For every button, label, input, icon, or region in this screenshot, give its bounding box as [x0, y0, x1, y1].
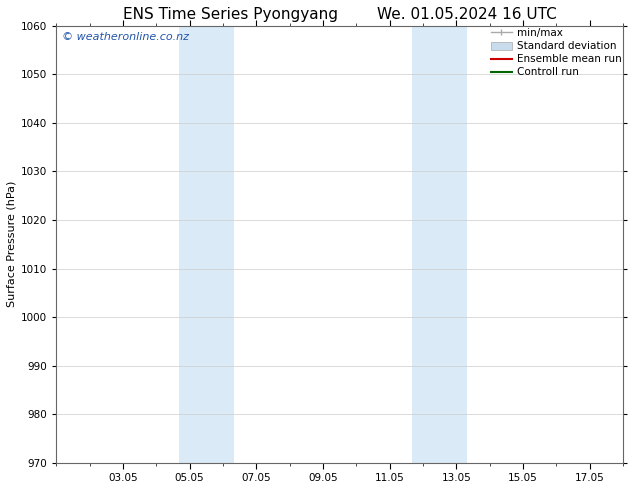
Title: ENS Time Series Pyongyang        We. 01.05.2024 16 UTC: ENS Time Series Pyongyang We. 01.05.2024… — [123, 7, 557, 22]
Text: © weatheronline.co.nz: © weatheronline.co.nz — [62, 32, 189, 43]
Bar — [412, 26, 467, 463]
Legend: min/max, Standard deviation, Ensemble mean run, Controll run: min/max, Standard deviation, Ensemble me… — [491, 28, 622, 77]
Y-axis label: Surface Pressure (hPa): Surface Pressure (hPa) — [7, 181, 17, 307]
Bar — [179, 26, 234, 463]
